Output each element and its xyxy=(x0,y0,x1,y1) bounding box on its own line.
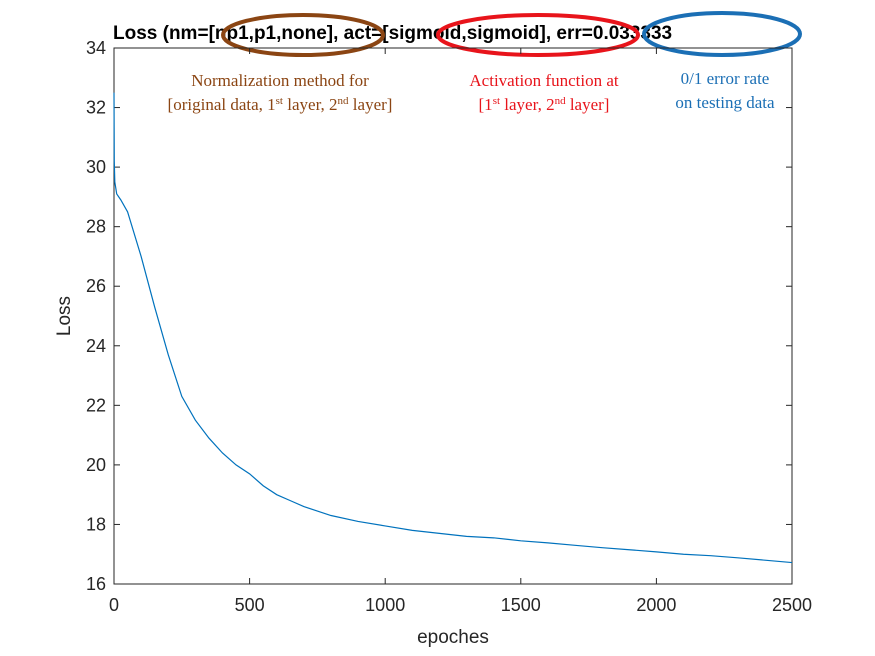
loss-series-line xyxy=(113,92,793,564)
title-act: [sigmoid,sigmoid] xyxy=(382,23,546,44)
annotation-activation-line2: [1st layer, 2nd layer] xyxy=(479,95,610,114)
annotation-normalization-line2: [original data, 1st layer, 2nd layer] xyxy=(168,95,393,114)
y-tick-label: 24 xyxy=(86,336,106,356)
x-axis-label: epoches xyxy=(417,627,489,648)
nm-highlight-ellipse xyxy=(221,13,385,57)
chart-title: Loss (nm=[np1,p1,none], act=[sigmoid,sig… xyxy=(113,23,672,44)
title-nm: [np1,p1,none] xyxy=(209,23,334,44)
annotation-normalization: Normalization method for [original data,… xyxy=(168,71,393,114)
annotation-activation-line1: Activation function at xyxy=(469,71,618,90)
x-tick-label: 2000 xyxy=(636,595,676,615)
y-tick-label: 34 xyxy=(86,38,106,58)
y-tick-label: 30 xyxy=(86,157,106,177)
y-tick-label: 22 xyxy=(86,395,106,415)
annotation-activation: Activation function at [1st layer, 2nd l… xyxy=(469,71,618,114)
title-mid: , act= xyxy=(333,23,382,44)
annotation-normalization-line1: Normalization method for xyxy=(191,71,369,90)
y-tick-label: 18 xyxy=(86,514,106,534)
act-highlight-ellipse xyxy=(436,13,640,57)
y-tick-label: 26 xyxy=(86,276,106,296)
plot-frame xyxy=(113,47,793,585)
x-tick-label: 500 xyxy=(235,595,265,615)
y-tick-label: 16 xyxy=(86,574,106,594)
y-tick-label: 28 xyxy=(86,217,106,237)
y-tick-label: 32 xyxy=(86,98,106,118)
err-highlight-ellipse xyxy=(642,11,802,57)
annotation-error-line2: on testing data xyxy=(675,93,775,112)
axis-ticks: 0 500 1000 1500 2000 2500 16 18 20 22 24 26 28 30 32 34 xyxy=(86,38,812,615)
annotation-error-line1: 0/1 error rate xyxy=(681,69,770,88)
plot-axes xyxy=(113,47,793,585)
title-sep: , xyxy=(546,23,557,44)
x-tick-label: 2500 xyxy=(772,595,812,615)
y-axis-label: Loss xyxy=(54,296,75,336)
svg-text:Normalization method for: Normalization method for xyxy=(191,71,369,90)
annotation-error: 0/1 error rate on testing data xyxy=(675,69,775,112)
x-tick-label: 1000 xyxy=(365,595,405,615)
y-tick-label: 20 xyxy=(86,455,106,475)
title-prefix: Loss (nm= xyxy=(113,23,209,44)
title-err: err=0.033333 xyxy=(556,23,672,44)
x-tick-label: 0 xyxy=(109,595,119,615)
x-tick-label: 1500 xyxy=(501,595,541,615)
